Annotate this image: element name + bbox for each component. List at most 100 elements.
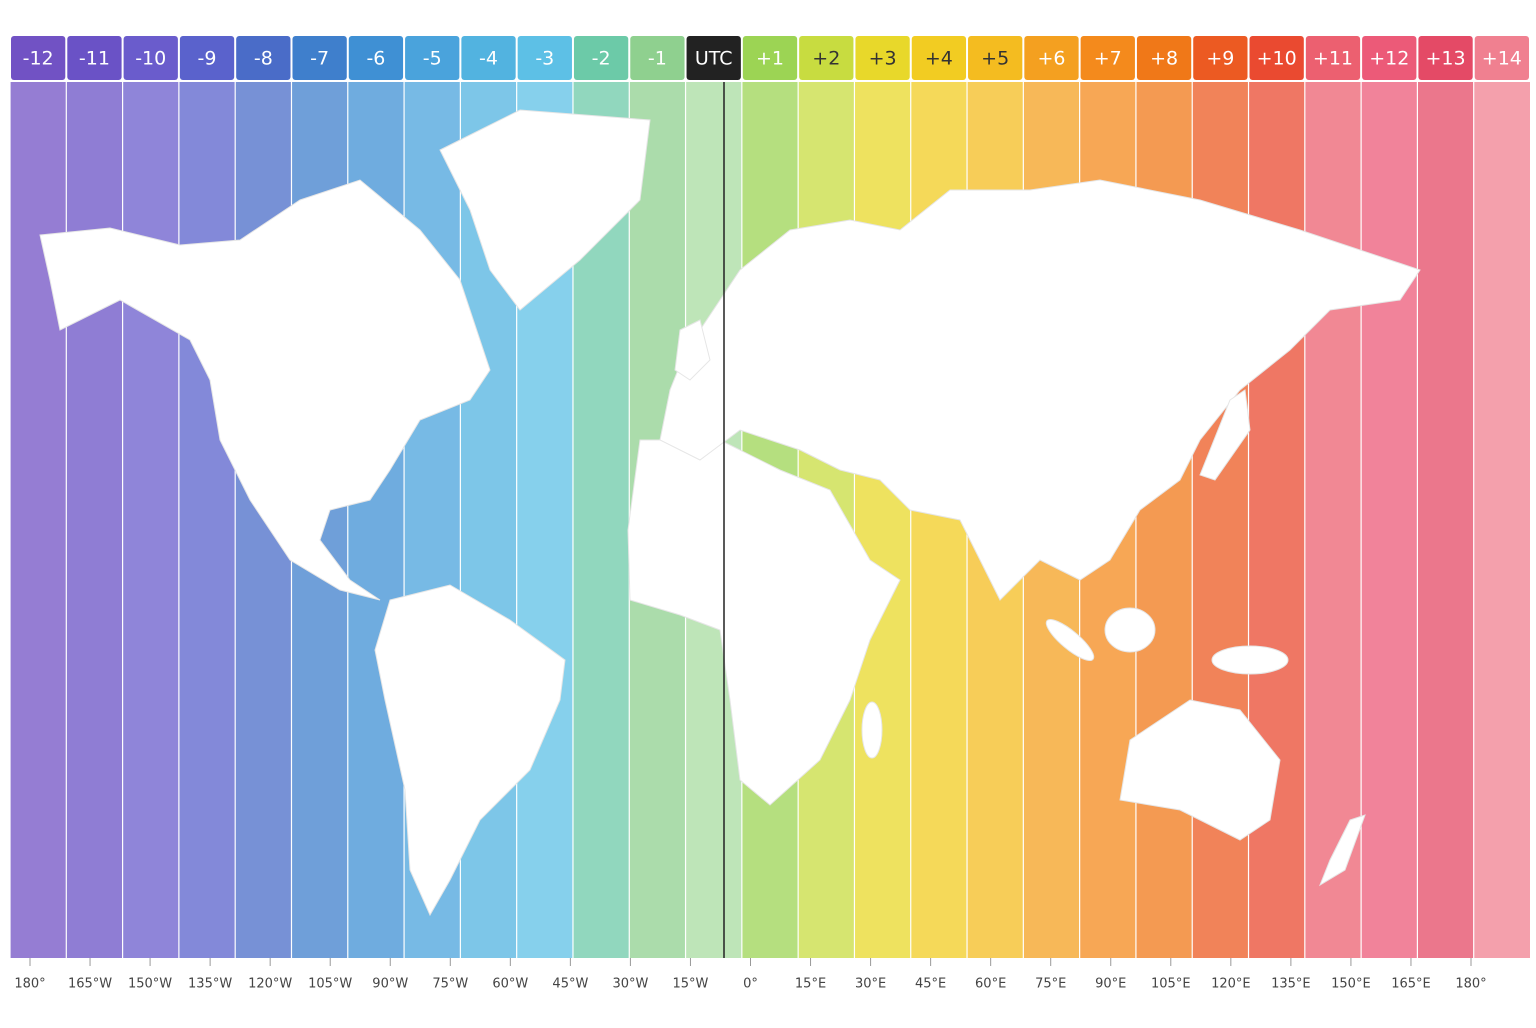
zone-header-box — [1136, 36, 1192, 80]
zone-label: -4 — [479, 48, 498, 70]
zone-header-box — [11, 36, 66, 80]
zone-header-box — [1080, 36, 1135, 80]
zone-label: -3 — [535, 48, 554, 70]
zone-header-box — [1193, 36, 1248, 80]
zone-header-box — [799, 36, 854, 80]
longitude-label: 0° — [743, 977, 758, 992]
zone-label: -2 — [592, 48, 611, 70]
longitude-label: 60°E — [975, 977, 1006, 992]
zone-label: +9 — [1206, 48, 1234, 70]
longitude-label: 180° — [1455, 977, 1486, 992]
zone-label: +13 — [1426, 48, 1466, 70]
zone-band — [1361, 82, 1418, 958]
zone-label: +2 — [812, 48, 840, 70]
new-guinea — [1211, 645, 1289, 675]
longitude-label: 150°E — [1331, 977, 1371, 992]
continents — [39, 109, 1421, 917]
longitude-label: 90°W — [372, 977, 408, 992]
zone-label: +12 — [1369, 48, 1409, 70]
longitude-label: 120°E — [1211, 977, 1251, 992]
zone-label: -5 — [423, 48, 442, 70]
longitude-label: 150°W — [128, 977, 172, 992]
zone-header-box — [67, 36, 122, 80]
longitude-labels: 180° 165°W 150°W 135°W 120°W 105°W 90°W 75°W 60°… — [14, 958, 1487, 992]
zone-header-box — [461, 36, 516, 80]
madagascar — [861, 701, 883, 759]
sumatra — [1045, 619, 1095, 661]
zone-header-box — [179, 36, 235, 80]
longitude-label: 135°W — [188, 977, 232, 992]
zone-band — [10, 82, 67, 958]
zone-header-box — [968, 36, 1023, 80]
zone-label: UTC — [695, 48, 733, 70]
borneo — [1104, 607, 1156, 653]
zone-header-box — [292, 36, 347, 80]
longitude-label: 60°W — [492, 977, 528, 992]
zone-label: -9 — [198, 48, 217, 70]
japan — [1199, 389, 1251, 481]
longitude-label: 75°W — [432, 977, 468, 992]
longitude-label: 75°E — [1035, 977, 1066, 992]
zone-label: +7 — [1094, 48, 1122, 70]
zone-header-box — [1249, 36, 1304, 80]
zone-header-box — [911, 36, 967, 80]
longitude-label: 30°E — [855, 977, 886, 992]
zone-header-box — [405, 36, 460, 80]
zone-header-box — [1418, 36, 1473, 80]
zone-label: -10 — [135, 48, 166, 70]
zone-label: +11 — [1313, 48, 1353, 70]
longitude-label: 45°E — [915, 977, 946, 992]
zone-header-box — [123, 36, 178, 80]
longitude-label: 165°E — [1391, 977, 1431, 992]
zone-header-box — [742, 36, 798, 80]
zone-label: -11 — [79, 48, 110, 70]
zone-label: +14 — [1482, 48, 1522, 70]
africa — [627, 439, 901, 806]
zone-header-box — [1362, 36, 1417, 80]
zone-header-box — [236, 36, 291, 80]
zone-header-box — [855, 36, 910, 80]
zone-header-box — [630, 36, 685, 80]
zone-label: -1 — [648, 48, 667, 70]
new-zealand — [1318, 814, 1366, 887]
eurasia — [659, 179, 1421, 601]
zone-label: -7 — [310, 48, 329, 70]
australia — [1119, 699, 1281, 841]
zone-label: -12 — [23, 48, 54, 70]
zone-band — [1473, 82, 1530, 958]
greenland — [439, 109, 651, 311]
north-america — [39, 179, 491, 601]
longitude-label: 15°W — [673, 977, 709, 992]
zone-label: -8 — [254, 48, 273, 70]
zone-band — [854, 82, 911, 958]
longitude-label: 15°E — [795, 977, 826, 992]
uk — [674, 319, 711, 381]
longitude-label: 165°W — [68, 977, 112, 992]
zone-header-box — [686, 36, 741, 80]
zone-header-box — [573, 36, 629, 80]
zone-header-box — [517, 36, 572, 80]
zone-label: +10 — [1257, 48, 1297, 70]
longitude-label: 90°E — [1095, 977, 1126, 992]
south-america — [374, 584, 566, 917]
zone-label: +3 — [869, 48, 897, 70]
zone-band — [178, 82, 236, 958]
zone-header-box — [348, 36, 404, 80]
zone-band — [1304, 82, 1362, 958]
zone-label: +5 — [981, 48, 1009, 70]
longitude-label: 45°W — [552, 977, 588, 992]
longitude-label: 135°E — [1271, 977, 1311, 992]
longitude-label: 120°W — [248, 977, 292, 992]
zone-label: +4 — [925, 48, 953, 70]
longitude-label: 180° — [14, 977, 45, 992]
longitude-label: 105°W — [308, 977, 352, 992]
zone-band — [122, 82, 179, 958]
zone-header-box — [1024, 36, 1079, 80]
zone-header: -12 -11 -10 -9 -8 -7 -6 -5 -4 -3 -2 -1 UTC +1 +2 +3 +4 +5… — [11, 36, 1529, 80]
zone-band — [1417, 82, 1474, 958]
zone-label: -6 — [366, 48, 385, 70]
longitude-label: 105°E — [1151, 977, 1191, 992]
zone-band — [66, 82, 123, 958]
zone-header-box — [1305, 36, 1361, 80]
